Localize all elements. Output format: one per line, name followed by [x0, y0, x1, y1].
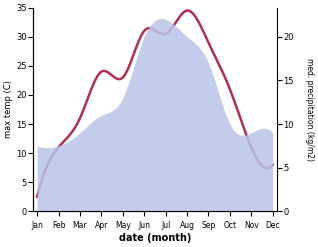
Y-axis label: med. precipitation (kg/m2): med. precipitation (kg/m2)	[305, 58, 314, 161]
Y-axis label: max temp (C): max temp (C)	[4, 81, 13, 138]
X-axis label: date (month): date (month)	[119, 233, 191, 243]
